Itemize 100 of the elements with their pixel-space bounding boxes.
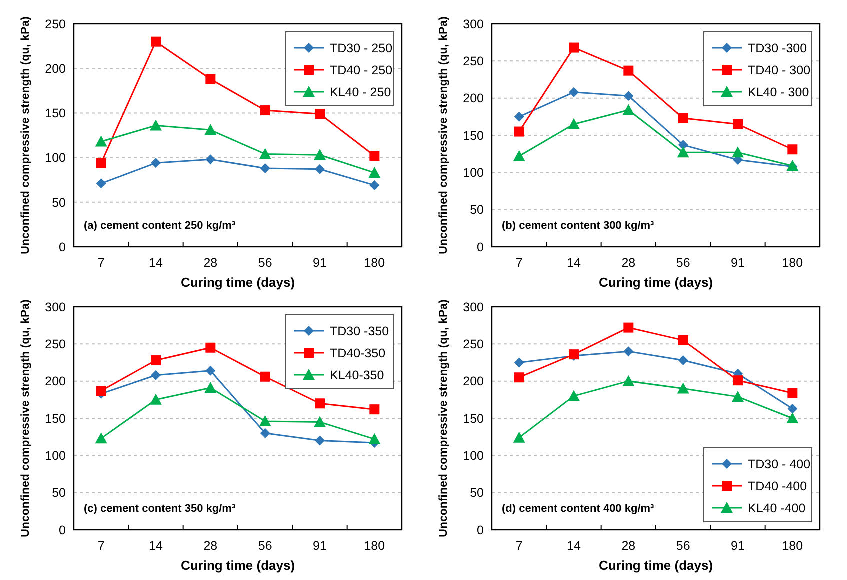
point: [96, 158, 106, 168]
legend-label: TD30 -350: [330, 324, 390, 338]
point: [677, 146, 690, 158]
point: [514, 126, 524, 137]
point: [624, 322, 634, 333]
y-tick-label: 250: [45, 338, 66, 352]
point: [513, 432, 526, 443]
point: [622, 104, 635, 116]
point: [315, 109, 325, 120]
legend-label: KL40 - 300: [748, 85, 810, 100]
annotation: (d) cement content 400 kg/m³: [502, 503, 655, 515]
point: [368, 166, 381, 178]
point: [788, 388, 798, 398]
point: [733, 376, 743, 386]
annotation: (c) cement content 350 kg/m³: [84, 503, 236, 515]
point: [514, 372, 524, 383]
x-tick-label: 14: [567, 539, 581, 553]
point: [678, 113, 688, 124]
point: [678, 335, 688, 346]
point: [677, 382, 690, 394]
y-tick-label: 200: [463, 374, 484, 389]
point: [314, 149, 326, 160]
point: [622, 375, 635, 386]
x-tick-label: 7: [98, 256, 105, 270]
y-tick-label: 50: [470, 486, 484, 500]
point: [370, 404, 380, 415]
point: [95, 432, 108, 444]
y-tick-label: 0: [477, 523, 484, 538]
x-tick-label: 91: [313, 539, 327, 553]
point: [206, 366, 216, 376]
point: [206, 154, 216, 165]
legend-label: KL40 - 250: [330, 85, 392, 100]
point: [204, 382, 217, 394]
point: [569, 42, 579, 53]
x-tick-label: 56: [676, 539, 690, 553]
y-tick-label: 300: [45, 300, 66, 314]
point: [259, 415, 272, 426]
x-tick-label: 91: [731, 256, 745, 270]
y-tick-label: 50: [470, 203, 484, 218]
point: [370, 180, 380, 190]
x-tick-label: 180: [364, 256, 386, 270]
x-tick-label: 56: [258, 539, 272, 553]
point: [204, 124, 217, 136]
point: [315, 436, 325, 446]
y-axis-title: Unconfined compressive strength (qu, kPa): [20, 299, 32, 538]
x-tick-label: 91: [313, 256, 327, 270]
point: [569, 87, 579, 98]
point: [733, 119, 743, 130]
point: [624, 346, 634, 357]
y-tick-label: 50: [52, 196, 66, 210]
point: [788, 404, 798, 414]
x-tick-label: 7: [516, 256, 523, 270]
point: [678, 140, 688, 150]
point: [260, 164, 270, 174]
point: [260, 428, 270, 438]
x-tick-label: 7: [516, 539, 523, 553]
point: [624, 66, 634, 76]
point: [150, 394, 162, 405]
point: [370, 151, 380, 162]
point: [732, 390, 744, 402]
x-axis-title: Curing time (days): [180, 558, 296, 573]
point: [315, 398, 325, 409]
y-tick-label: 200: [45, 62, 66, 76]
x-tick-label: 56: [676, 256, 690, 270]
legend-label: TD40 - 300: [748, 63, 811, 78]
legend-label: TD40 -400: [748, 479, 808, 494]
x-tick-label: 56: [258, 256, 272, 270]
legend-label: TD30 - 250: [330, 41, 393, 56]
x-tick-label: 14: [149, 256, 163, 270]
y-tick-label: 100: [45, 151, 66, 166]
x-tick-label: 180: [782, 256, 804, 270]
point: [788, 144, 798, 155]
y-tick-label: 150: [45, 106, 66, 121]
point: [514, 112, 524, 122]
x-tick-label: 28: [622, 256, 636, 270]
y-axis-title: Unconfined compressive strength (qu, kPa): [20, 16, 32, 254]
point: [315, 164, 325, 174]
x-axis-title: Curing time (days): [598, 275, 714, 290]
y-tick-label: 300: [463, 17, 484, 32]
point: [260, 106, 270, 116]
point: [368, 433, 381, 444]
x-tick-label: 14: [567, 256, 581, 270]
y-tick-label: 250: [45, 17, 66, 32]
point: [206, 74, 216, 84]
y-tick-label: 200: [463, 92, 484, 106]
point: [514, 358, 524, 368]
y-tick-label: 200: [45, 374, 66, 389]
point: [150, 120, 162, 131]
point: [568, 390, 580, 402]
x-axis-title: Curing time (days): [598, 558, 714, 573]
point: [151, 356, 161, 366]
point: [314, 416, 326, 428]
x-tick-label: 91: [731, 539, 745, 553]
y-tick-label: 150: [463, 128, 484, 143]
point: [260, 372, 270, 382]
x-tick-label: 7: [98, 539, 105, 553]
y-tick-label: 50: [52, 486, 66, 500]
point: [513, 150, 526, 162]
y-axis-title: Unconfined compressive strength (qu, kPa): [438, 16, 450, 254]
y-tick-label: 100: [463, 166, 484, 180]
